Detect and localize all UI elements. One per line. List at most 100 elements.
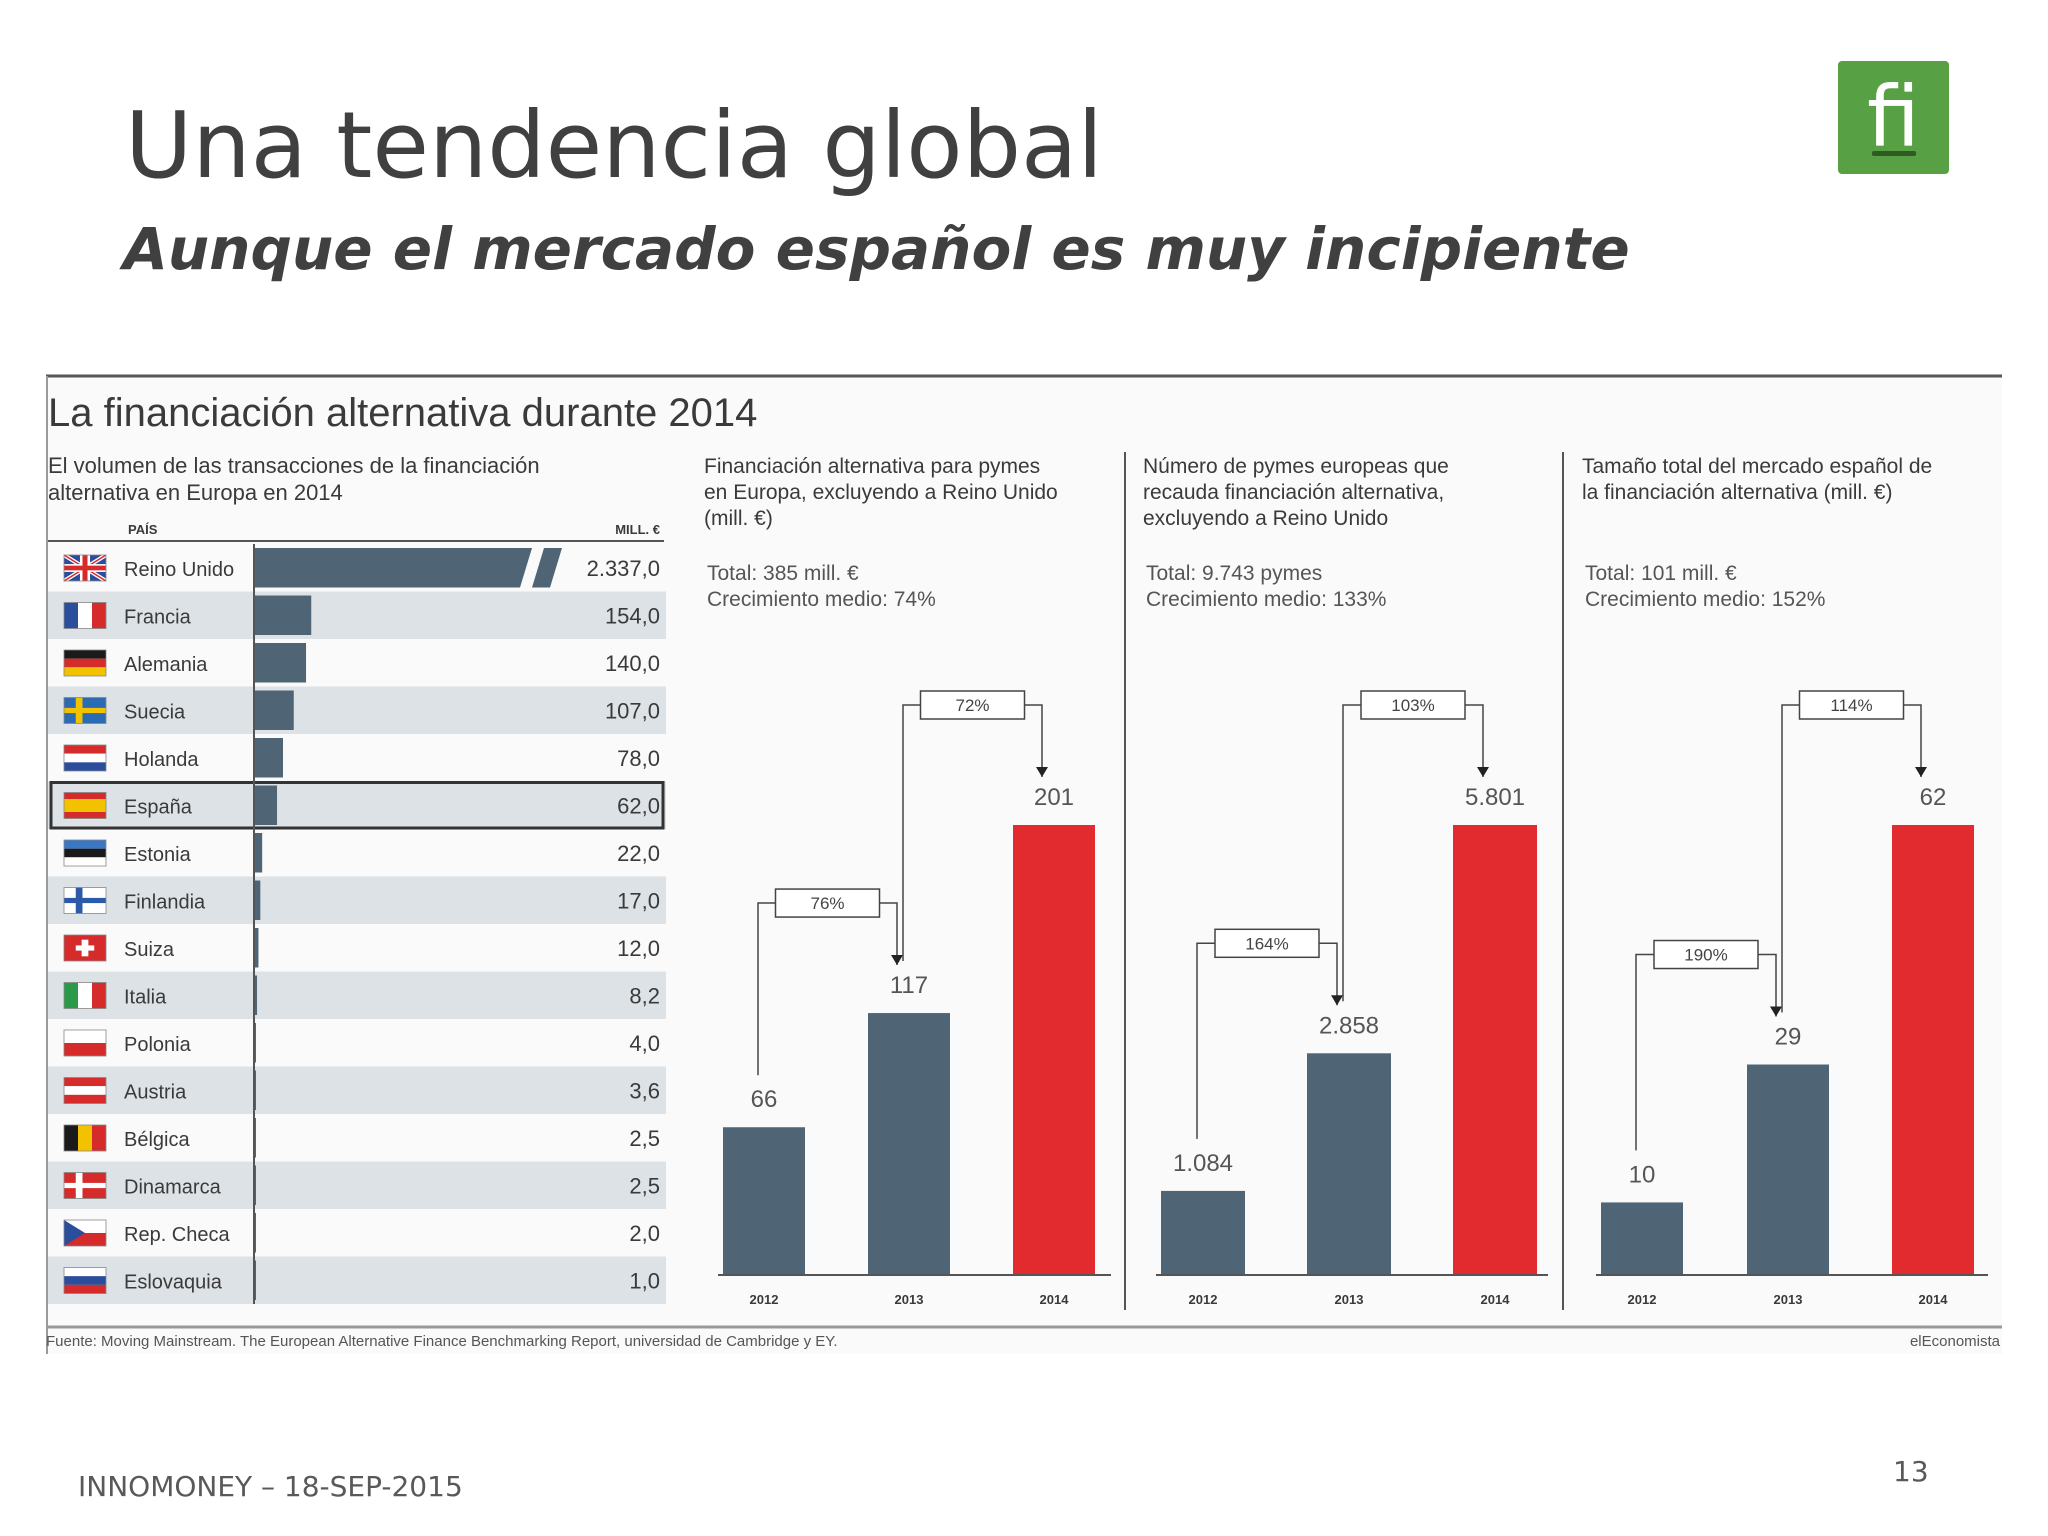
country-label: Holanda <box>124 749 199 771</box>
flag-icon <box>63 1172 107 1199</box>
chart-title-line: Financiación alternativa para pymes <box>704 455 1040 478</box>
country-bar <box>254 785 278 825</box>
row-band <box>48 1256 666 1304</box>
flag-icon <box>63 982 107 1009</box>
country-value-label: 3,6 <box>629 1079 660 1104</box>
growth-label: 72% <box>955 696 989 715</box>
publisher-label: elEconomista <box>1910 1333 2001 1350</box>
country-label: Italia <box>124 987 167 1009</box>
chart-title-line: Tamaño total del mercado español de <box>1582 455 1932 478</box>
row-band <box>48 781 666 829</box>
row-band <box>48 1066 666 1114</box>
row-band <box>48 971 666 1019</box>
chart-growth: Crecimiento medio: 152% <box>1585 588 1825 611</box>
country-row: Francia 154,0 <box>48 591 666 639</box>
country-bar <box>254 738 283 778</box>
country-value-label: 2,0 <box>629 1221 660 1246</box>
country-label: Dinamarca <box>124 1177 222 1199</box>
growth-arrow: 190% <box>1635 939 1782 1151</box>
flag-icon <box>62 553 108 583</box>
growth-box <box>1653 939 1759 970</box>
country-bar <box>254 975 258 1015</box>
country-value-label: 12,0 <box>617 936 660 961</box>
bar-value-label: 1.084 <box>1173 1150 1233 1177</box>
chart-title-line: Número de pymes europeas que <box>1143 455 1449 478</box>
country-bar <box>254 548 532 588</box>
country-row: Alemania 140,0 <box>63 643 660 683</box>
row-band <box>48 1161 666 1209</box>
growth-label: 76% <box>810 894 844 913</box>
growth-label: 190% <box>1684 946 1727 965</box>
year-tick-label: 2014 <box>1040 1292 1070 1307</box>
country-value-label: 22,0 <box>617 841 660 866</box>
flag-icon <box>63 744 107 772</box>
year-tick-label: 2012 <box>1189 1292 1218 1307</box>
country-label: Reino Unido <box>124 559 234 581</box>
growth-arrow: 72% <box>902 690 1048 962</box>
growth-label: 103% <box>1391 696 1434 715</box>
growth-box <box>1798 690 1905 720</box>
country-row: España 62,0 <box>48 781 666 830</box>
growth-label: 114% <box>1830 696 1872 715</box>
growth-box <box>919 690 1026 720</box>
col-header-value: MILL. € <box>615 522 660 537</box>
country-row: Dinamarca 2,5 <box>48 1161 666 1209</box>
year-bar <box>723 1127 805 1275</box>
country-value-label: 4,0 <box>629 1031 660 1056</box>
chart-title-line: recauda financiación alternativa, <box>1143 481 1444 504</box>
country-label: Francia <box>124 607 192 629</box>
infographic-svg: La financiación alternativa durante 2014… <box>46 374 2002 1359</box>
country-label: Bélgica <box>124 1129 190 1151</box>
country-row: Bélgica 2,5 <box>63 1118 660 1158</box>
country-value-label: 154,0 <box>605 604 660 629</box>
country-row: Reino Unido 2.337,0 <box>62 548 660 588</box>
bar-value-label: 62 <box>1920 784 1947 811</box>
footer-event: INNOMONEY – 18-SEP-2015 <box>78 1470 463 1503</box>
year-tick-label: 2014 <box>1919 1292 1949 1307</box>
flag-icon <box>63 602 107 629</box>
bar-value-label: 117 <box>890 972 928 999</box>
country-value-label: 8,2 <box>629 984 660 1009</box>
flag-icon <box>63 1219 107 1247</box>
country-bar <box>254 928 259 968</box>
country-value-label: 107,0 <box>605 699 660 724</box>
year-tick-label: 2014 <box>1481 1292 1511 1307</box>
country-row: Suecia 107,0 <box>48 686 666 734</box>
country-row: Holanda 78,0 <box>63 738 660 778</box>
country-label: Rep. Checa <box>124 1224 230 1246</box>
growth-label: 164% <box>1245 934 1288 953</box>
chart-title-line: la financiación alternativa (mill. €) <box>1582 481 1892 504</box>
bar-value-label: 29 <box>1775 1024 1802 1051</box>
country-row: Polonia 4,0 <box>63 1023 660 1063</box>
country-label: Eslovaquia <box>124 1272 223 1294</box>
year-bar <box>1161 1190 1245 1275</box>
chart-growth: Crecimiento medio: 133% <box>1146 588 1386 611</box>
country-label: Polonia <box>124 1034 192 1056</box>
country-row: Estonia 22,0 <box>63 833 660 873</box>
bar-value-label: 5.801 <box>1465 784 1525 811</box>
country-value-label: 1,0 <box>629 1269 660 1294</box>
country-label: España <box>124 797 193 819</box>
col-header-country: PAÍS <box>128 522 158 537</box>
country-row: Rep. Checa 2,0 <box>63 1213 660 1253</box>
country-chart-title-line: El volumen de las transacciones de la fi… <box>48 453 540 478</box>
chart-title-line: excluyendo a Reino Unido <box>1143 507 1388 530</box>
chart-total: Total: 385 mill. € <box>707 562 859 585</box>
axis-break-mark <box>532 548 562 588</box>
row-band <box>48 876 666 924</box>
growth-box <box>1214 928 1320 959</box>
year-tick-label: 2012 <box>750 1292 779 1307</box>
chart-total: Total: 9.743 pymes <box>1146 562 1322 585</box>
country-bar <box>254 833 263 873</box>
chart-total: Total: 101 mill. € <box>1585 562 1737 585</box>
country-row: Suiza 12,0 <box>63 928 660 968</box>
bar-value-label: 2.858 <box>1319 1012 1379 1039</box>
country-bar <box>254 690 294 730</box>
country-label: Finlandia <box>124 892 206 914</box>
year-bar <box>1307 1053 1391 1275</box>
growth-arrow: 103% <box>1342 690 1489 1002</box>
year-bar <box>1013 825 1095 1275</box>
growth-box <box>774 888 881 918</box>
row-band <box>48 686 666 734</box>
flag-icon <box>63 839 107 867</box>
